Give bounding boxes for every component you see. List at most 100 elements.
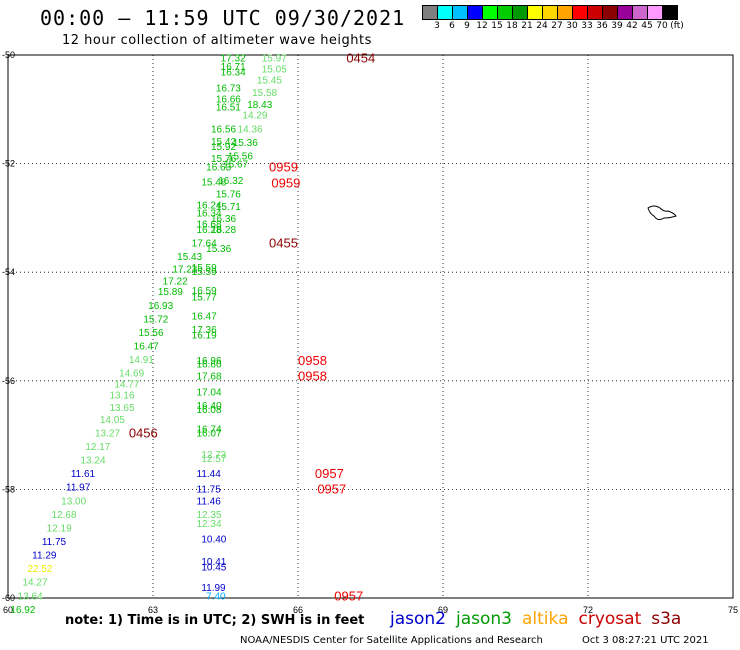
wave-height-label: 10.45: [201, 563, 226, 574]
wave-height-label: 16.28: [197, 225, 222, 236]
legend-item-s3a: s3a: [651, 609, 682, 629]
wave-height-label: 11.75: [42, 537, 67, 548]
pass-time-label: 0959: [271, 176, 300, 191]
wave-height-label: 12.68: [52, 510, 77, 521]
wave-height-label: 16.34: [221, 67, 246, 78]
pass-time-label: 0958: [298, 368, 327, 383]
wave-height-label: 16.66: [216, 94, 241, 105]
legend-item-altika: altika: [522, 609, 569, 629]
colorbar-label: 70: [656, 21, 668, 31]
wave-height-label: 15.97: [262, 54, 287, 65]
wave-height-label: 16.32: [218, 176, 243, 187]
colorbar-label: 15: [491, 21, 503, 31]
wave-height-label: 16.28: [211, 225, 236, 236]
pass-time-label: 0957: [315, 466, 344, 481]
wave-height-label: 16.19: [192, 331, 217, 342]
legend-item-jason3: jason3: [456, 609, 512, 629]
wave-height-label: 13.00: [61, 496, 86, 507]
lat-tick-label: -58: [2, 484, 15, 494]
footer-organization: NOAA/NESDIS Center for Satellite Applica…: [240, 635, 543, 646]
colorbar-label: 3: [434, 21, 440, 31]
footer-timestamp: Oct 3 08:27:21 UTC 2021: [582, 635, 709, 646]
wave-height-label: 15.36: [206, 244, 231, 255]
wave-height-label: 16.96: [197, 356, 222, 367]
note-text: note: 1) Time is in UTC; 2) SWH is in fe…: [65, 613, 365, 628]
lat-tick-label: -56: [2, 376, 15, 386]
wave-height-label: 11.61: [71, 469, 96, 480]
wave-height-label: 14.36: [238, 124, 263, 135]
wave-height-label: 12.73: [201, 450, 226, 461]
lon-tick-label: 72: [583, 605, 593, 615]
wave-height-labels: 17.3216.7116.3416.7316.6616.5116.5615.42…: [10, 54, 287, 616]
wave-height-label: 12.19: [47, 523, 72, 534]
pass-time-label: 0957: [317, 481, 346, 496]
wave-height-label: 16.36: [211, 214, 236, 225]
wave-height-label: 16.07: [197, 428, 222, 439]
colorbar-label: 9: [464, 21, 470, 31]
wave-height-label: 16.73: [216, 84, 241, 95]
wave-height-label: 18.43: [247, 100, 272, 111]
wave-height-label: 16.08: [197, 405, 222, 416]
wave-height-label: 17.04: [197, 388, 222, 399]
wave-height-label: 15.36: [233, 138, 258, 149]
lon-tick-label: 66: [293, 605, 303, 615]
wave-height-label: 15.72: [143, 314, 168, 325]
wave-height-label: 7.40: [206, 591, 226, 602]
wave-height-label: 13.16: [110, 390, 135, 401]
wave-height-label: 12.34: [197, 519, 222, 530]
wave-height-label: 16.34: [197, 208, 222, 219]
wave-height-label: 22.52: [27, 564, 52, 575]
page-title: 00:00 – 11:59 UTC 09/30/2021: [40, 6, 406, 30]
colorbar-label: 24: [536, 21, 548, 31]
wave-height-label: 13.24: [81, 456, 106, 467]
map-frame: [7, 54, 734, 599]
island-outline: [647, 205, 677, 221]
wave-height-label: 17.36: [192, 325, 217, 336]
lon-tick-label: 75: [728, 605, 738, 615]
page-subtitle: 12 hour collection of altimeter wave hei…: [62, 33, 372, 48]
wave-height-label: 15.45: [257, 75, 282, 86]
colorbar-label: 30: [566, 21, 578, 31]
pass-time-label: 0454: [346, 51, 375, 66]
wave-height-label: 15.76: [216, 189, 241, 200]
pass-time-label: 0959: [269, 159, 298, 174]
wave-height-label: 16.71: [221, 62, 246, 73]
legend-item-cryosat: cryosat: [578, 609, 642, 629]
colorbar: [422, 5, 678, 20]
wave-height-label: 15.59: [192, 263, 217, 274]
lat-tick-label: -54: [2, 267, 15, 277]
wave-height-label: 12.35: [197, 510, 222, 521]
lon-tick-label: 63: [148, 605, 158, 615]
wave-height-label: 15.92: [211, 142, 236, 153]
wave-height-label: 11.44: [197, 469, 222, 480]
wave-height-label: 16.56: [211, 124, 236, 135]
colorbar-label: 33: [581, 21, 593, 31]
wave-height-label: 16.40: [197, 401, 222, 412]
wave-height-label: 16.24: [197, 200, 222, 211]
colorbar-label: 18: [506, 21, 518, 31]
wave-height-label: 14.91: [129, 355, 154, 366]
colorbar-labels: 3 6 9 12 15 18 21 24 27 30 33 36 39 42 45 70 (ft): [422, 21, 740, 35]
colorbar-cell: [662, 5, 678, 20]
wave-height-label: 11.46: [197, 496, 222, 507]
wave-height-label: 16.47: [134, 342, 159, 353]
wave-height-label: 11.29: [32, 551, 57, 562]
wave-height-label: 15.67: [223, 160, 248, 171]
wave-height-label: 10.41: [201, 557, 226, 568]
axis-ticks: 60 63 66 69 72 75 -50 -52 -54 -56 -58 -60: [2, 50, 738, 615]
lat-tick-label: -52: [2, 159, 15, 169]
wave-height-label: 15.42: [211, 137, 236, 148]
colorbar-label: 21: [521, 21, 533, 31]
wave-height-label: 14.05: [100, 415, 125, 426]
wave-height-label: 15.56: [228, 151, 253, 162]
wave-height-label: 15.76: [211, 154, 236, 165]
pass-time-label: 0958: [298, 353, 327, 368]
wave-height-label: 15.89: [158, 287, 183, 298]
pass-time-label: 0455: [269, 235, 298, 250]
colorbar-label: 6: [449, 21, 455, 31]
colorbar-label: 36: [596, 21, 608, 31]
wave-height-label: 11.97: [66, 483, 91, 494]
lon-tick-label: 69: [438, 605, 448, 615]
pass-time-label: 0957: [334, 588, 363, 603]
